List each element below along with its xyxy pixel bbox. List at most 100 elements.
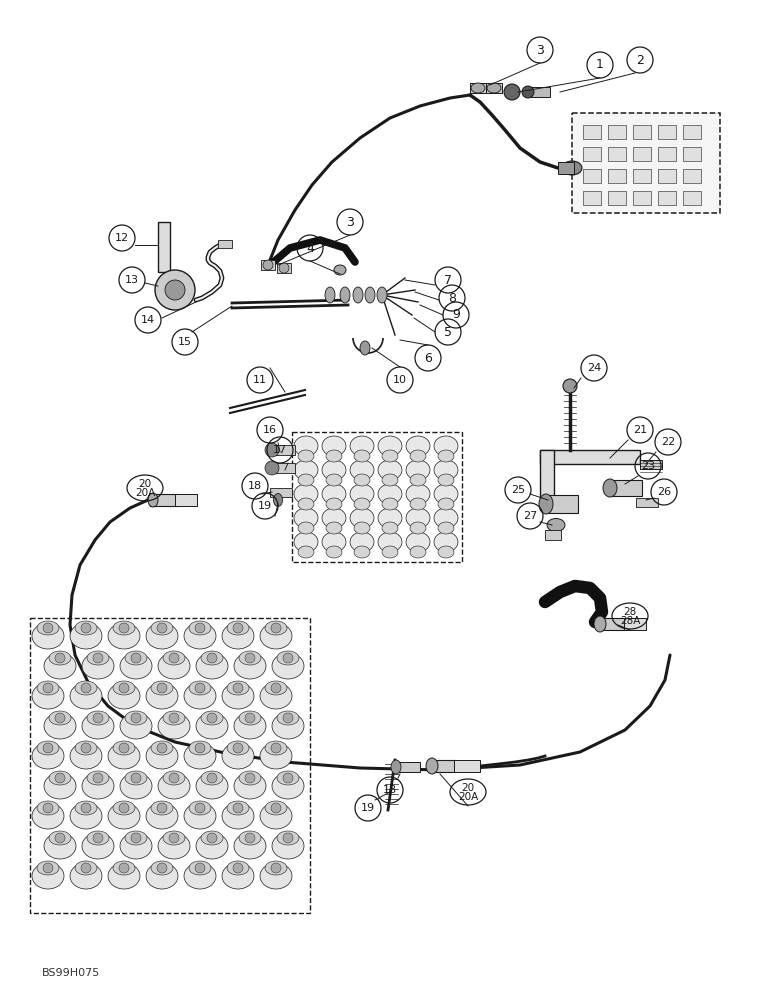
Ellipse shape <box>151 741 173 755</box>
Text: 28: 28 <box>623 607 637 617</box>
Ellipse shape <box>354 546 370 558</box>
Ellipse shape <box>70 743 102 769</box>
Ellipse shape <box>37 801 59 815</box>
Bar <box>624 618 646 630</box>
Ellipse shape <box>294 460 318 480</box>
Ellipse shape <box>234 653 266 679</box>
Ellipse shape <box>434 508 458 528</box>
Circle shape <box>207 653 217 663</box>
Text: 19: 19 <box>361 803 375 813</box>
Ellipse shape <box>471 83 485 93</box>
Ellipse shape <box>547 518 565 532</box>
Ellipse shape <box>260 743 292 769</box>
Circle shape <box>55 833 65 843</box>
Ellipse shape <box>201 651 223 665</box>
Ellipse shape <box>277 771 299 785</box>
Circle shape <box>233 623 243 633</box>
Ellipse shape <box>44 653 76 679</box>
Ellipse shape <box>184 803 216 829</box>
Bar <box>158 222 170 272</box>
Ellipse shape <box>265 621 287 635</box>
Ellipse shape <box>326 522 342 534</box>
Ellipse shape <box>108 623 140 649</box>
Ellipse shape <box>391 760 401 774</box>
Circle shape <box>195 683 205 693</box>
Bar <box>658 169 676 183</box>
Text: 20A: 20A <box>135 488 155 498</box>
Ellipse shape <box>562 161 582 175</box>
Ellipse shape <box>260 623 292 649</box>
Ellipse shape <box>438 450 454 462</box>
Bar <box>261 260 275 270</box>
Circle shape <box>93 653 103 663</box>
Ellipse shape <box>322 508 346 528</box>
Ellipse shape <box>382 498 398 510</box>
Bar <box>612 480 642 496</box>
Ellipse shape <box>163 651 185 665</box>
Circle shape <box>271 803 281 813</box>
Circle shape <box>43 683 53 693</box>
Ellipse shape <box>298 522 314 534</box>
Ellipse shape <box>82 833 114 859</box>
Ellipse shape <box>189 681 211 695</box>
Ellipse shape <box>125 771 147 785</box>
Ellipse shape <box>239 651 261 665</box>
Ellipse shape <box>378 508 402 528</box>
Ellipse shape <box>322 532 346 552</box>
Bar <box>633 147 651 161</box>
Ellipse shape <box>265 741 287 755</box>
Ellipse shape <box>75 741 97 755</box>
Ellipse shape <box>87 771 109 785</box>
Ellipse shape <box>75 861 97 875</box>
Text: 3: 3 <box>536 43 544 56</box>
Ellipse shape <box>151 801 173 815</box>
Ellipse shape <box>125 711 147 725</box>
Circle shape <box>43 863 53 873</box>
Circle shape <box>245 713 255 723</box>
Circle shape <box>504 84 520 100</box>
Circle shape <box>157 683 167 693</box>
Ellipse shape <box>410 546 426 558</box>
Ellipse shape <box>406 532 430 552</box>
Ellipse shape <box>438 474 454 486</box>
Text: 11: 11 <box>253 375 267 385</box>
Bar <box>545 530 561 540</box>
Ellipse shape <box>163 831 185 845</box>
Ellipse shape <box>382 474 398 486</box>
Ellipse shape <box>298 498 314 510</box>
Ellipse shape <box>49 651 71 665</box>
Bar <box>583 169 601 183</box>
Circle shape <box>207 773 217 783</box>
Ellipse shape <box>406 436 430 456</box>
Circle shape <box>155 270 195 310</box>
Ellipse shape <box>125 831 147 845</box>
Ellipse shape <box>146 803 178 829</box>
Ellipse shape <box>272 773 304 799</box>
Bar <box>275 445 295 455</box>
Circle shape <box>119 743 129 753</box>
Ellipse shape <box>189 741 211 755</box>
Text: BS99H075: BS99H075 <box>42 968 100 978</box>
Ellipse shape <box>32 623 64 649</box>
Ellipse shape <box>354 450 370 462</box>
Bar <box>540 450 554 510</box>
Bar <box>683 191 701 205</box>
Circle shape <box>119 683 129 693</box>
Bar <box>633 191 651 205</box>
Ellipse shape <box>163 771 185 785</box>
Circle shape <box>271 683 281 693</box>
Circle shape <box>55 653 65 663</box>
Circle shape <box>271 743 281 753</box>
Ellipse shape <box>189 861 211 875</box>
Circle shape <box>165 280 185 300</box>
Ellipse shape <box>37 741 59 755</box>
Ellipse shape <box>487 83 501 93</box>
Ellipse shape <box>239 831 261 845</box>
Circle shape <box>195 863 205 873</box>
Ellipse shape <box>265 861 287 875</box>
Text: 18: 18 <box>383 785 397 795</box>
Circle shape <box>283 713 293 723</box>
Ellipse shape <box>260 863 292 889</box>
Ellipse shape <box>120 833 152 859</box>
Ellipse shape <box>326 498 342 510</box>
